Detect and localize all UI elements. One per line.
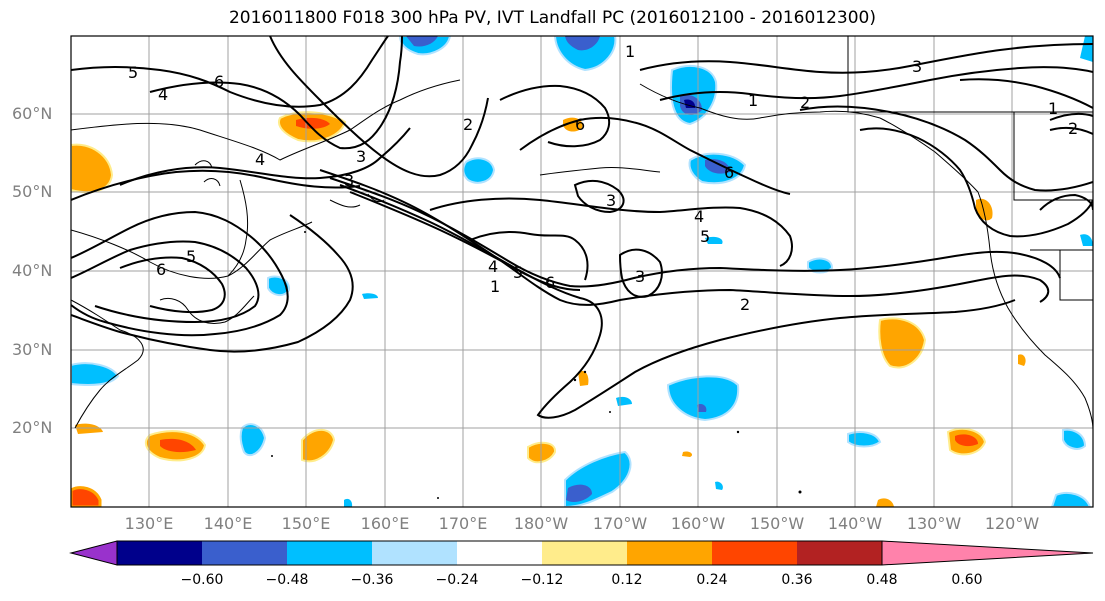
colorbar-tick: 0.24 [696, 572, 728, 588]
coastlines [71, 36, 1093, 431]
contour-label: 5 [186, 247, 196, 266]
lon-label: 150°W [749, 514, 805, 533]
contour-label: 1 [748, 91, 758, 110]
colorbar-tick: −0.48 [265, 572, 309, 588]
colorbar-tick: −0.12 [520, 572, 564, 588]
contour-label: 1 [1048, 99, 1058, 118]
pv-contours [71, 36, 1093, 419]
shading-layer [71, 36, 1093, 507]
lat-label: 40°N [12, 261, 53, 280]
contour-label: 3 [356, 147, 366, 166]
contour-label: 4 [694, 207, 704, 226]
lat-label: 30°N [12, 340, 53, 359]
colorbar-tick: 0.48 [866, 572, 898, 588]
colorbar-tick: −0.60 [180, 572, 224, 588]
contour-label: 2 [740, 295, 750, 314]
contour-label: 2 [1068, 119, 1078, 138]
lon-label: 130°W [906, 514, 962, 533]
lon-label: 160°W [670, 514, 726, 533]
contour-label: 6 [545, 273, 555, 292]
contour-label: 3 [635, 267, 645, 286]
lat-label: 20°N [12, 418, 53, 437]
colorbar-tick: −0.36 [350, 572, 394, 588]
islands [271, 231, 802, 499]
contour-label: 2 [463, 115, 473, 134]
lon-label: 120°W [984, 514, 1040, 533]
lon-label: 170°E [438, 514, 488, 533]
contour-label: 5 [700, 227, 710, 246]
contour-label: 2 [800, 93, 810, 112]
colorbar-tick: −0.24 [435, 572, 479, 588]
colorbar-tick: 0.12 [611, 572, 643, 588]
lat-lon-grid [71, 36, 1093, 507]
lon-label: 130°E [124, 514, 174, 533]
contour-label: 5 [513, 263, 523, 282]
colorbar-tick: 0.36 [781, 572, 813, 588]
lon-label: 160°E [360, 514, 410, 533]
lat-label: 60°N [12, 104, 53, 123]
contour-label: 3 [912, 57, 922, 76]
contour-label: 3 [344, 171, 354, 190]
lon-label: 180°W [513, 514, 569, 533]
contour-label: 1 [490, 277, 500, 296]
contour-labels: 5 4 6 3 2 1 6 5 4 3 2 1 6 5 4 3 6 3 2 1 … [128, 42, 1078, 314]
map-frame [70, 35, 1094, 508]
contour-label: 4 [158, 85, 168, 104]
contour-label: 4 [255, 150, 265, 169]
colorbar-tick: 0.60 [951, 572, 983, 588]
lon-label: 150°E [281, 514, 331, 533]
lat-label: 50°N [12, 182, 53, 201]
lon-label: 140°E [203, 514, 253, 533]
lon-label: 170°W [592, 514, 648, 533]
contour-label: 6 [575, 115, 585, 134]
contour-label: 6 [724, 163, 734, 182]
lon-label: 140°W [827, 514, 883, 533]
contour-label: 4 [488, 257, 498, 276]
contour-label: 1 [625, 42, 635, 61]
chart-title: 2016011800 F018 300 hPa PV, IVT Landfall… [228, 8, 876, 28]
contour-label: 5 [128, 63, 138, 82]
contour-label: 6 [214, 72, 224, 91]
contour-label: 3 [606, 191, 616, 210]
contour-label: 6 [156, 260, 166, 279]
